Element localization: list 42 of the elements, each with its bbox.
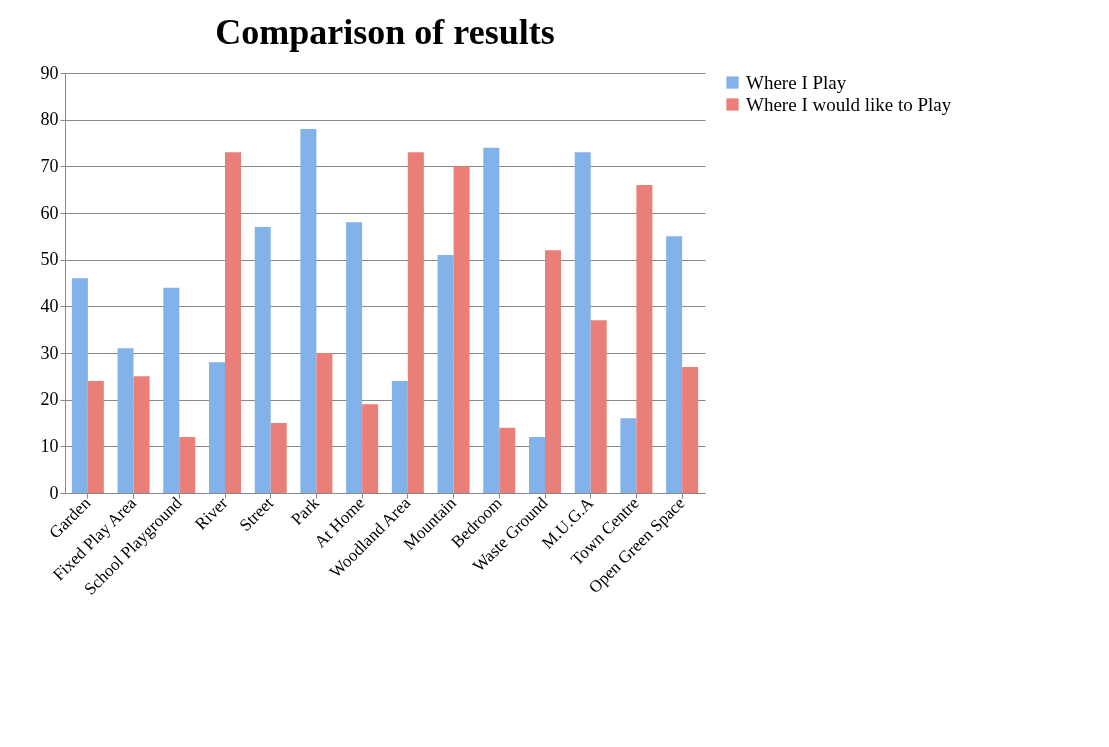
y-tick-label: 10 [40,435,59,456]
legend-label: Where I Play [746,71,847,93]
bar [362,404,379,493]
bar [636,185,653,493]
bar [270,423,287,493]
y-tick-label: 70 [40,155,59,176]
bar [682,367,699,493]
y-tick-label: 40 [40,295,59,316]
bar [209,362,225,493]
bar [117,348,134,493]
y-tick-label: 80 [40,109,59,130]
x-tick-label: Park [287,493,324,529]
bar [391,381,408,493]
bar [133,376,150,493]
bar [300,129,317,493]
chart-title: Comparison of results [215,12,555,52]
bar [407,152,424,493]
bar [499,427,516,493]
y-tick-label: 50 [40,249,59,270]
bar [620,418,637,493]
y-tick-label: 20 [40,389,59,410]
bar [179,437,196,493]
bar [529,437,545,493]
bar [316,353,333,493]
bar [346,222,363,493]
bar [483,147,500,493]
y-tick-label: 0 [49,482,59,503]
y-tick-label: 90 [40,62,59,83]
y-tick-label: 30 [40,342,59,363]
y-tick-label: 60 [40,202,59,223]
bar [163,287,180,493]
bar [71,278,88,493]
bar [87,381,104,493]
bar [590,320,607,493]
bar [254,227,271,493]
bar [545,250,561,493]
legend-label: Where I would like to Play [746,93,952,115]
bar [453,166,470,493]
bar [666,236,683,493]
bar [574,152,591,493]
bar [225,152,241,493]
bar [437,255,454,493]
